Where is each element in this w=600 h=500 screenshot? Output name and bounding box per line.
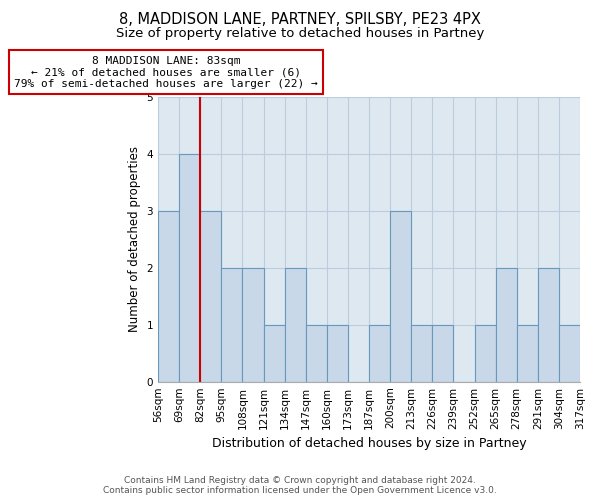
Text: Contains HM Land Registry data © Crown copyright and database right 2024.
Contai: Contains HM Land Registry data © Crown c… — [103, 476, 497, 495]
Bar — [369, 325, 390, 382]
Bar — [496, 268, 517, 382]
Bar — [179, 154, 200, 382]
Text: Size of property relative to detached houses in Partney: Size of property relative to detached ho… — [116, 28, 484, 40]
Bar — [411, 325, 433, 382]
Bar — [538, 268, 559, 382]
Bar — [475, 325, 496, 382]
Bar — [306, 325, 327, 382]
Text: 8 MADDISON LANE: 83sqm
← 21% of detached houses are smaller (6)
79% of semi-deta: 8 MADDISON LANE: 83sqm ← 21% of detached… — [14, 56, 318, 88]
Bar — [327, 325, 348, 382]
Bar — [221, 268, 242, 382]
Text: 8, MADDISON LANE, PARTNEY, SPILSBY, PE23 4PX: 8, MADDISON LANE, PARTNEY, SPILSBY, PE23… — [119, 12, 481, 28]
Bar — [200, 211, 221, 382]
Bar — [158, 211, 179, 382]
X-axis label: Distribution of detached houses by size in Partney: Distribution of detached houses by size … — [212, 437, 526, 450]
Bar — [263, 325, 284, 382]
Bar — [242, 268, 263, 382]
Bar — [433, 325, 454, 382]
Bar — [559, 325, 580, 382]
Y-axis label: Number of detached properties: Number of detached properties — [128, 146, 141, 332]
Bar — [517, 325, 538, 382]
Bar — [284, 268, 306, 382]
Bar — [390, 211, 411, 382]
